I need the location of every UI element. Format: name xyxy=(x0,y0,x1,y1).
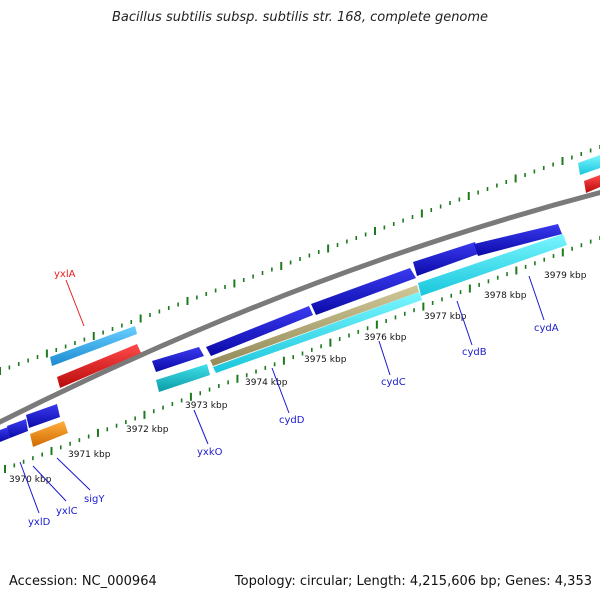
genome-summary-text: Topology: circular; Length: 4,215,606 bp… xyxy=(234,574,592,589)
cds-cydC[interactable] xyxy=(311,268,416,315)
gene-label-cydC: cydC xyxy=(381,377,406,388)
label-leaders xyxy=(19,275,545,514)
cds-cydD[interactable] xyxy=(206,306,313,356)
gene-label-sigY: sigY xyxy=(84,494,105,505)
lower-tick-row xyxy=(4,236,600,473)
kbp-label: 3978 kbp xyxy=(484,291,527,301)
cds-sigY[interactable] xyxy=(26,404,60,428)
upper-tick-row xyxy=(0,145,600,375)
feature-yxkO-cyan[interactable] xyxy=(156,364,210,392)
kbp-label: 3972 kbp xyxy=(126,425,169,435)
feature-cydD-light[interactable] xyxy=(213,292,422,373)
kbp-label: 3979 kbp xyxy=(544,271,587,281)
kbp-label: 3977 kbp xyxy=(424,312,467,322)
cds-yxkO[interactable] xyxy=(152,347,204,372)
cds-cydA[interactable] xyxy=(474,224,562,256)
genome-backbone xyxy=(0,190,600,425)
feature-cydD-khaki[interactable] xyxy=(210,285,419,366)
gene-label-yxlC: yxlC xyxy=(56,506,78,517)
kbp-labels: 3970 kbp 3971 kbp 3972 kbp 3973 kbp 3974… xyxy=(9,271,587,485)
feature-right-cyan[interactable] xyxy=(578,155,600,175)
kbp-label: 3970 kbp xyxy=(9,475,52,485)
kbp-label: 3973 kbp xyxy=(185,401,228,411)
feature-yxlA-sky[interactable] xyxy=(50,326,137,366)
gene-label-yxkO: yxkO xyxy=(197,447,223,458)
feature-sigY-orange[interactable] xyxy=(30,421,68,447)
gene-labels: yxlA yxlD yxlC sigY yxkO cydD cydC cydB … xyxy=(28,269,559,528)
gene-label-yxlD: yxlD xyxy=(28,517,51,528)
gene-label-cydB: cydB xyxy=(462,347,487,358)
kbp-label: 3975 kbp xyxy=(304,355,347,365)
accession-text: Accession: NC_000964 xyxy=(9,574,157,589)
gene-label-cydA: cydA xyxy=(534,323,559,334)
gene-label-cydD: cydD xyxy=(279,415,305,426)
feature-yxlA-red[interactable] xyxy=(57,344,141,388)
map-title: Bacillus subtilis subsp. subtilis str. 1… xyxy=(111,10,489,25)
feature-cydB-light[interactable] xyxy=(418,234,567,296)
kbp-label: 3976 kbp xyxy=(364,333,407,343)
cds-yxlC[interactable] xyxy=(7,419,28,438)
feature-right-red[interactable] xyxy=(584,175,600,193)
cds-cydB[interactable] xyxy=(413,242,478,276)
kbp-label: 3971 kbp xyxy=(68,450,111,460)
kbp-label: 3974 kbp xyxy=(245,378,288,388)
gene-label-yxlA: yxlA xyxy=(54,269,76,280)
cds-yxlD[interactable] xyxy=(0,427,10,442)
